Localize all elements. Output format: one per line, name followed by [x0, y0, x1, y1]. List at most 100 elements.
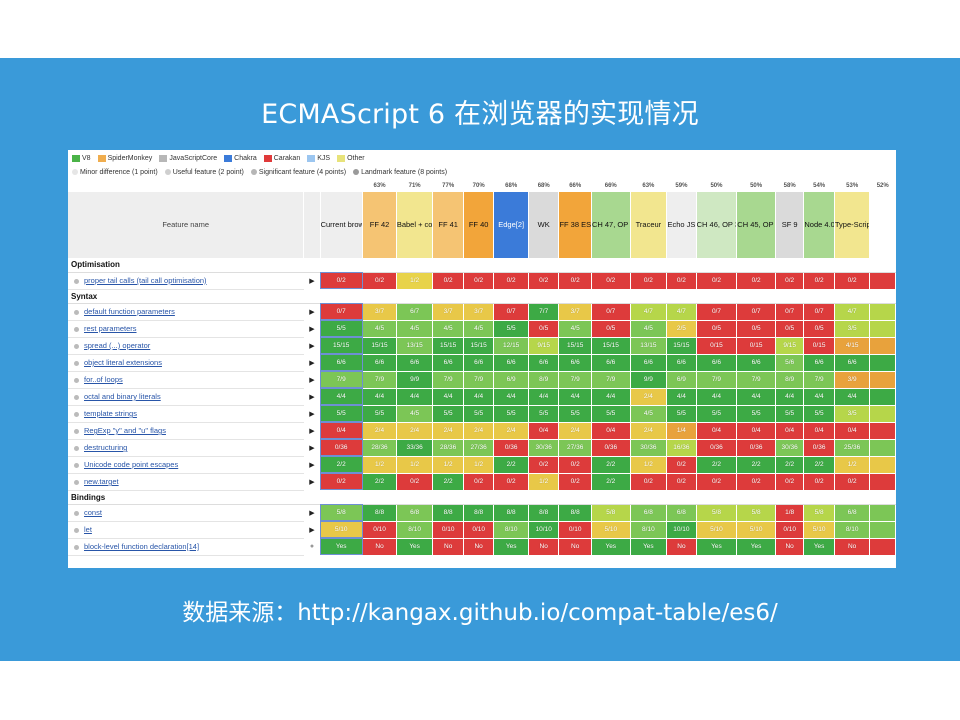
support-cell: 6/6 — [803, 354, 835, 372]
support-cell: 4/5 — [432, 320, 464, 338]
info-icon[interactable]: ● — [303, 538, 321, 556]
expand-arrow-icon[interactable]: ▶ — [303, 337, 321, 355]
support-cell: 1/8 — [775, 504, 805, 522]
feature-link[interactable]: RegExp "y" and "u" flags — [68, 422, 304, 440]
support-cell: 0/15 — [736, 337, 776, 355]
browser-column-header[interactable]: SF 9 — [775, 192, 805, 258]
feature-link[interactable]: const — [68, 504, 304, 522]
browser-column-header[interactable]: FF 42 — [362, 192, 397, 258]
expand-arrow-icon[interactable]: ▶ — [303, 272, 321, 290]
support-cell: 0/7 — [493, 303, 529, 321]
support-cell: 4/15 — [834, 337, 871, 355]
support-cell: 5/5 — [736, 405, 776, 423]
browser-column-header[interactable]: FF 38 ESR — [558, 192, 592, 258]
feature-link[interactable]: object literal extensions — [68, 354, 304, 372]
support-cell: 6/6 — [558, 354, 592, 372]
support-cell — [869, 354, 896, 372]
browser-column-header[interactable]: CH 45, OP 32[3] — [736, 192, 776, 258]
bullet-icon — [74, 309, 79, 315]
support-cell: 5/10 — [320, 521, 364, 539]
group-title: Optimisation — [68, 258, 896, 273]
support-cell: 0/2 — [528, 456, 560, 474]
browser-column-header[interactable]: Current browser — [320, 192, 364, 258]
feature-link[interactable]: template strings — [68, 405, 304, 423]
legend-swatch — [307, 154, 316, 162]
bullet-icon — [74, 428, 79, 434]
column-percent: 50% — [750, 183, 763, 189]
browser-column-header[interactable]: Babel + core-js[1] — [396, 192, 434, 258]
support-cell — [869, 422, 896, 440]
feature-name: object literal extensions — [84, 358, 162, 367]
bullet-icon — [74, 527, 79, 533]
expand-arrow-icon[interactable]: ▶ — [303, 388, 321, 406]
browser-column-header[interactable] — [869, 192, 896, 258]
support-cell: 1/2 — [528, 473, 560, 491]
browser-column-header[interactable]: CH 46, OP 33[3] — [696, 192, 738, 258]
support-cell: 5/5 — [463, 405, 495, 423]
feature-link[interactable]: default function parameters — [68, 303, 304, 321]
feature-link[interactable]: let — [68, 521, 304, 539]
table-row: octal and binary literals ▶ 4/4 4/4 4/4 4/4 4/… — [68, 388, 896, 406]
support-cell: 4/5 — [396, 405, 434, 423]
support-cell: 8/10 — [493, 521, 529, 539]
support-cell: 4/5 — [558, 320, 592, 338]
feature-link[interactable]: Unicode code point escapes — [68, 456, 304, 474]
browser-column-header[interactable]: Node 4.0[5] — [803, 192, 835, 258]
support-cell: Yes — [396, 538, 434, 556]
support-cell: 2/4 — [630, 422, 668, 440]
column-percent: 77% — [442, 183, 455, 189]
expand-arrow-icon[interactable]: ▶ — [303, 521, 321, 539]
support-cell: 2/4 — [493, 422, 529, 440]
support-cell: 0/2 — [558, 272, 592, 290]
support-cell: 8/8 — [463, 504, 495, 522]
support-cell: 7/9 — [463, 371, 495, 389]
engine-legend-item: Carakan — [263, 154, 300, 162]
expand-arrow-icon[interactable]: ▶ — [303, 354, 321, 372]
expand-arrow-icon[interactable]: ▶ — [303, 473, 321, 491]
feature-link[interactable]: octal and binary literals — [68, 388, 304, 406]
support-cell: 5/5 — [803, 405, 835, 423]
browser-label: Echo JS — [667, 220, 696, 230]
support-cell: 28/36 — [362, 439, 397, 457]
support-cell: 5/5 — [320, 405, 364, 423]
support-cell: Yes — [320, 538, 364, 556]
browser-column-header[interactable]: WK — [528, 192, 560, 258]
browser-column-header[interactable]: Echo JS — [666, 192, 697, 258]
support-cell: 0/4 — [775, 422, 805, 440]
feature-link[interactable]: rest parameters — [68, 320, 304, 338]
feature-link[interactable]: for..of loops — [68, 371, 304, 389]
support-cell — [869, 320, 896, 338]
feature-link[interactable]: spread (...) operator — [68, 337, 304, 355]
support-cell: 4/4 — [834, 388, 871, 406]
browser-column-header[interactable]: CH 47, OP 34[3] — [591, 192, 631, 258]
group-row-bindings: Bindings — [68, 490, 896, 505]
browser-label: Babel + core-js[1] — [396, 220, 433, 230]
expand-arrow-icon[interactable]: ▶ — [303, 320, 321, 338]
support-cell — [869, 337, 896, 355]
support-cell: 0/5 — [775, 320, 805, 338]
feature-link[interactable]: proper tail calls (tail call optimisatio… — [68, 272, 304, 290]
expand-arrow-icon[interactable]: ▶ — [303, 303, 321, 321]
browser-column-header[interactable]: Edge[2] — [493, 192, 529, 258]
browser-column-header[interactable]: FF 41 — [432, 192, 464, 258]
support-cell: 4/4 — [736, 388, 776, 406]
support-cell: 4/4 — [666, 388, 697, 406]
support-cell: 0/5 — [696, 320, 738, 338]
support-cell: 28/36 — [432, 439, 464, 457]
expand-arrow-icon[interactable]: ▶ — [303, 504, 321, 522]
expand-arrow-icon[interactable]: ▶ — [303, 422, 321, 440]
expand-arrow-icon[interactable]: ▶ — [303, 405, 321, 423]
legend-label: Useful feature (2 point) — [172, 168, 244, 176]
support-cell: 0/10 — [432, 521, 464, 539]
feature-link[interactable]: destructuring — [68, 439, 304, 457]
table-row: template strings ▶ 5/5 5/5 4/5 5/5 5/5 5/5 5/5 5/… — [68, 405, 896, 423]
expand-arrow-icon[interactable]: ▶ — [303, 371, 321, 389]
feature-link[interactable]: block-level function declaration[14] — [68, 538, 304, 556]
support-cell: 4/4 — [775, 388, 805, 406]
feature-link[interactable]: new.target — [68, 473, 304, 491]
expand-arrow-icon[interactable]: ▶ — [303, 456, 321, 474]
browser-column-header[interactable]: FF 40 — [463, 192, 495, 258]
browser-column-header[interactable]: Traceur — [630, 192, 668, 258]
expand-arrow-icon[interactable]: ▶ — [303, 439, 321, 457]
browser-column-header[interactable]: Type-Script + core-js — [834, 192, 871, 258]
